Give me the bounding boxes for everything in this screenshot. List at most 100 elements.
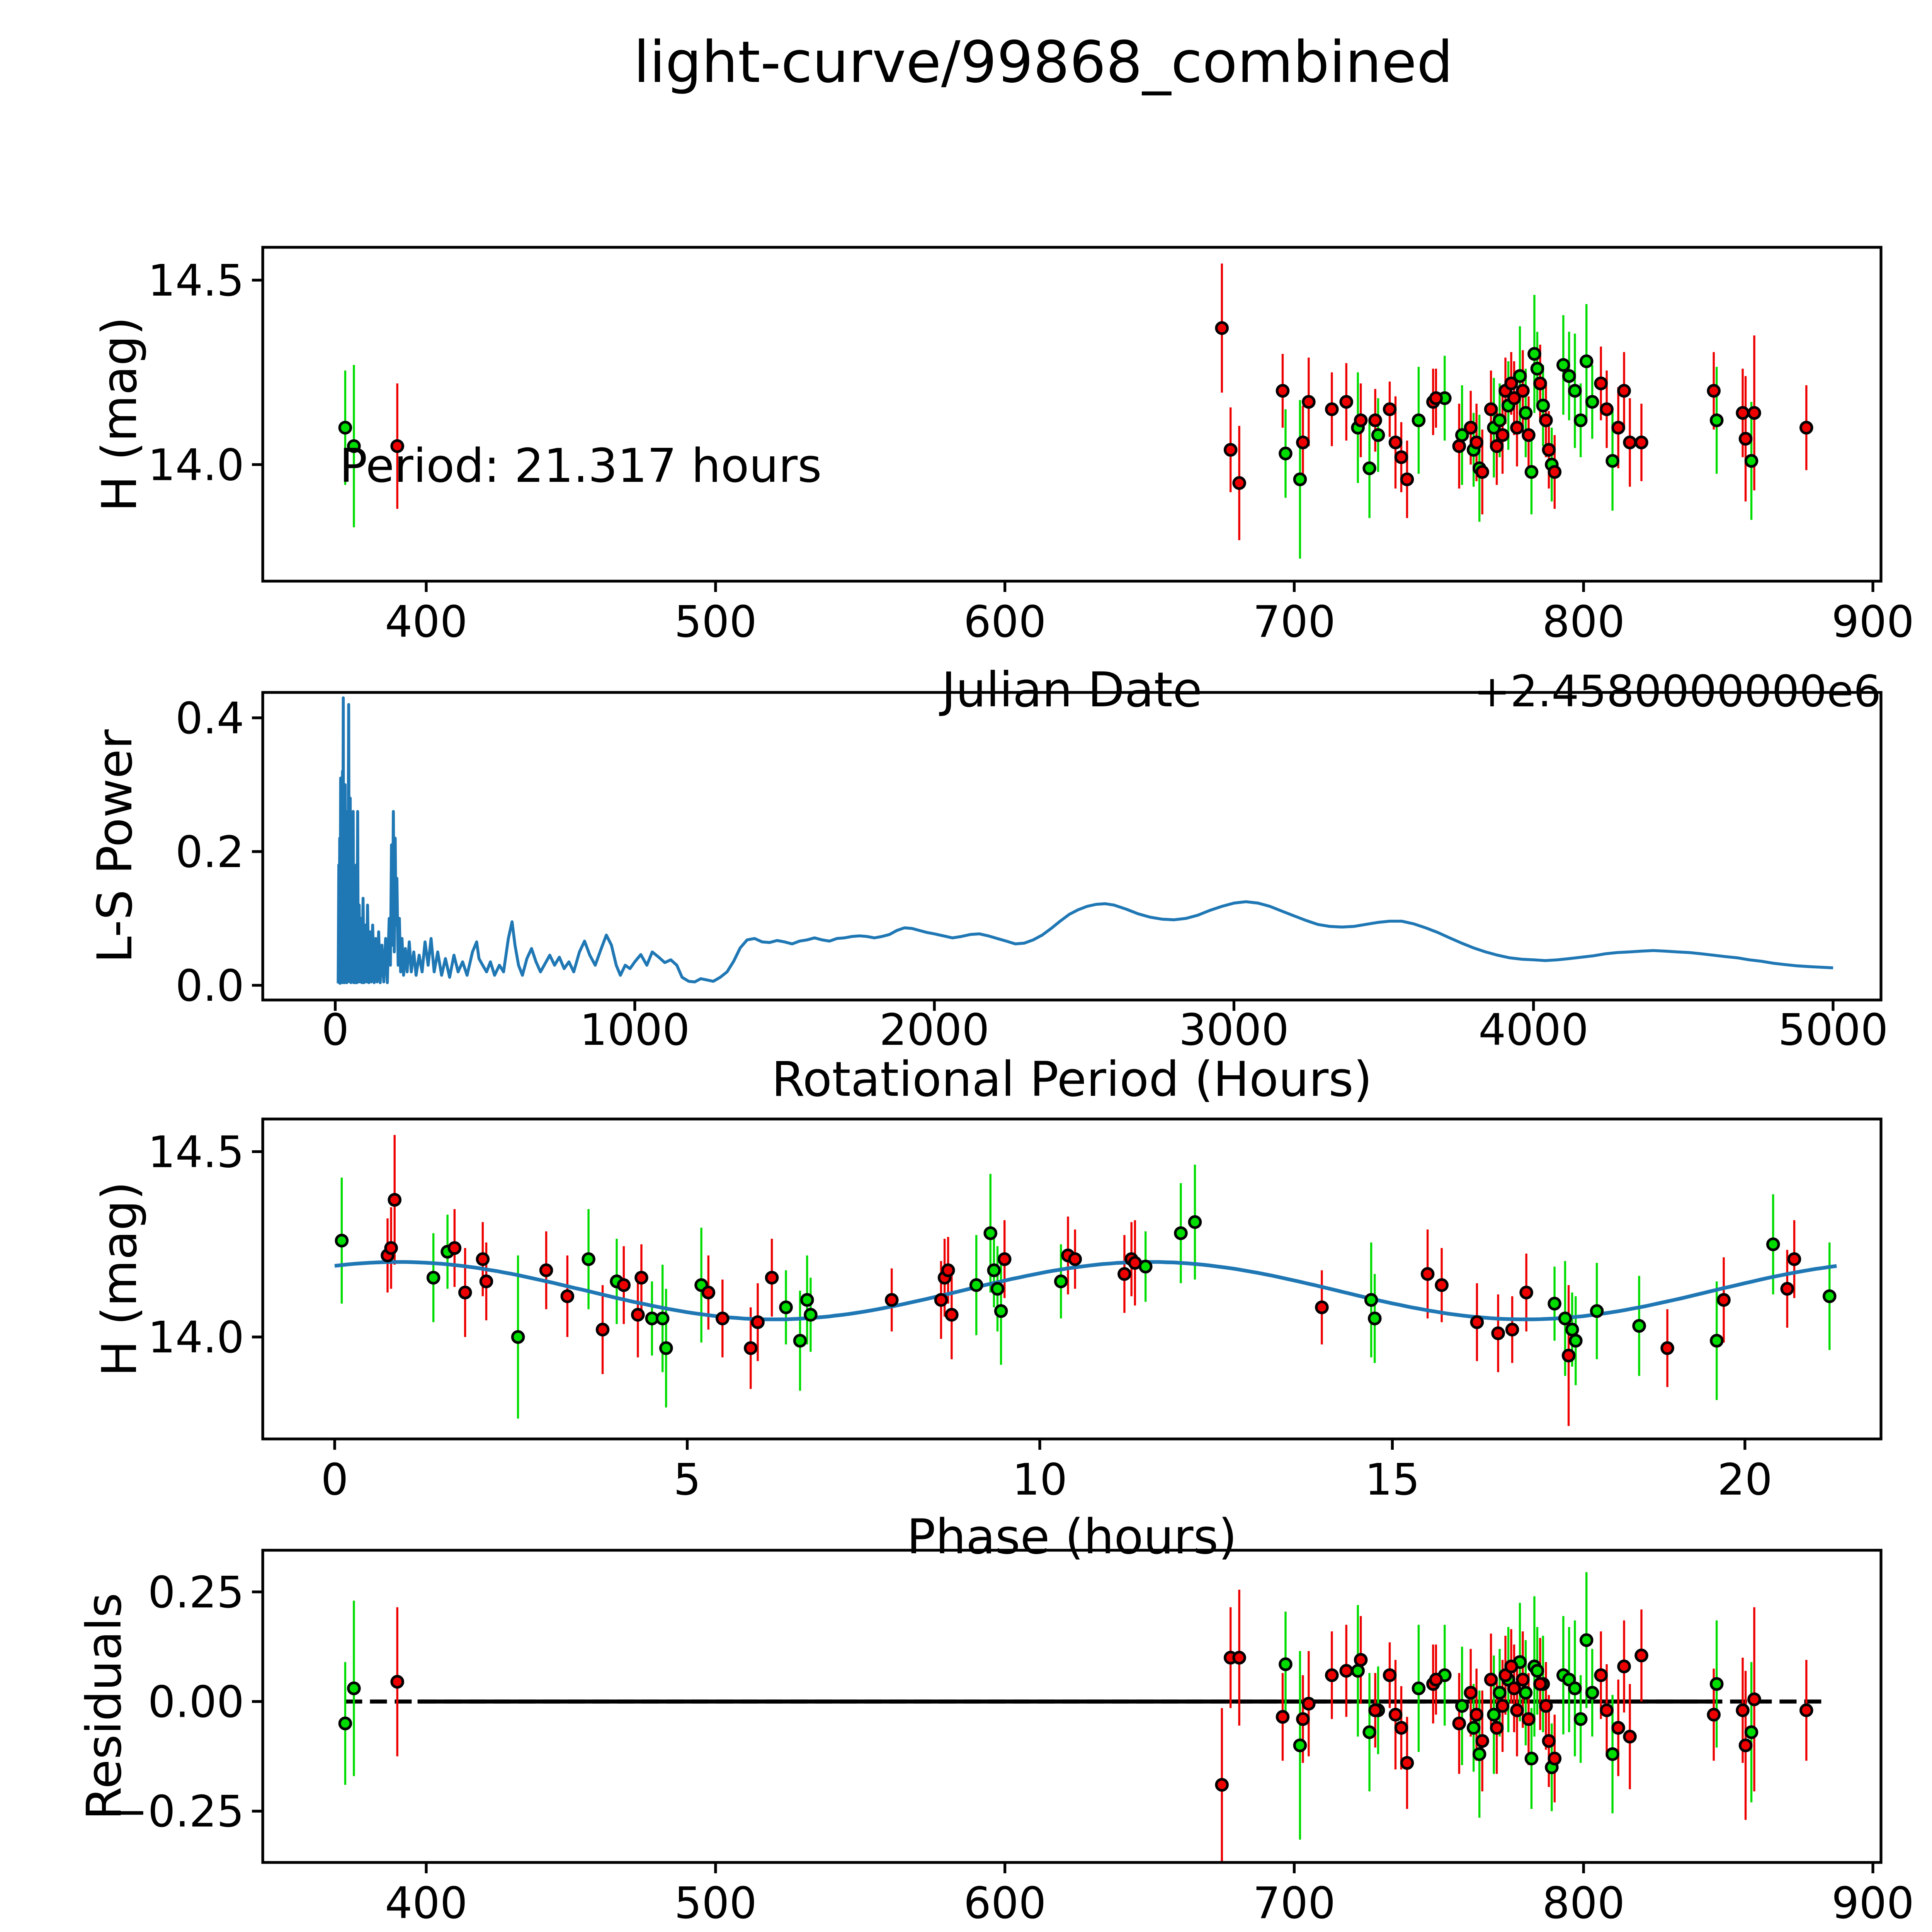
x-tick-label: 0 [321,1005,349,1055]
data-point-red [1634,1648,1648,1663]
data-point-green [1632,1319,1646,1333]
x-tick-label: 3000 [1179,1005,1289,1055]
data-point-green [659,1341,673,1355]
data-point-red [1522,1712,1536,1726]
data-point-green [1472,1747,1486,1761]
data-point-red [1475,1734,1489,1748]
fit-curve [334,1260,1837,1321]
data-point-green [1709,1677,1724,1691]
data-point-green [804,1308,818,1322]
data-point-red [1475,465,1489,479]
data-point-red [595,1323,610,1337]
data-point-red [1452,1716,1466,1731]
data-point-red [701,1286,716,1299]
data-point-red [1522,428,1536,442]
data-point-red [1223,443,1238,457]
data-point-green [1188,1215,1202,1229]
data-point-red [1799,1703,1813,1718]
data-point-green [1524,1752,1539,1765]
x-axis-label: Phase (hours) [906,1509,1237,1565]
data-point-red [1383,1668,1397,1682]
periodogram-curve [337,696,1833,985]
data-point-green [1455,1699,1469,1713]
plot-frame [261,1549,1883,1864]
y-axis-label: H (mag) [92,317,148,512]
data-point-red [941,1263,955,1277]
data-point-red [1539,1699,1553,1713]
data-point-green [582,1252,595,1266]
x-tick-label: 400 [385,597,468,647]
data-point-green [1466,1721,1481,1735]
data-point-green [1573,1712,1588,1726]
data-point-red [1600,402,1614,416]
x-tick-label: 2000 [879,1005,990,1055]
data-point-red [1504,376,1518,391]
data-point-green [1174,1226,1188,1240]
data-point-green [1573,413,1588,427]
x-tick-label: 5000 [1778,1005,1888,1055]
data-point-red [390,439,404,453]
data-point-red [1623,435,1637,449]
data-point-green [994,1304,1008,1318]
data-point-green [1371,428,1385,442]
data-point-green [1562,369,1576,383]
data-point-green [1568,1681,1582,1696]
data-point-green [347,1681,361,1696]
y-axis-label: Residuals [77,1593,132,1820]
data-point-red [1747,406,1761,420]
data-point-red [1354,413,1368,427]
data-point-red [1594,376,1608,391]
data-point-green [1412,413,1426,427]
data-point-red [1394,450,1408,464]
data-point-green [1279,446,1293,461]
data-point-red [1354,1653,1368,1667]
plot-frame [261,691,1883,1002]
data-point-red [1429,391,1443,405]
dataset-green-errorbars [344,295,1753,559]
x-tick-label: 15 [1365,1455,1420,1505]
data-point-red [1542,443,1556,457]
data-point-red [634,1270,648,1285]
y-tick-label: 14.0 [148,1313,244,1363]
data-point-green [1579,1633,1594,1647]
data-point-red [476,1252,490,1266]
data-point-red [1736,1703,1750,1718]
data-point-red [1533,1677,1547,1691]
data-point-red [1747,1692,1761,1706]
data-point-green [1054,1274,1068,1289]
data-point-green [1493,413,1507,427]
dataset-red-markers [390,1648,1813,1792]
data-point-red [1519,1286,1533,1299]
data-point-green [1579,354,1594,368]
data-point-green [800,1293,814,1307]
data-point-red [1117,1267,1131,1281]
data-point-red [1394,1721,1408,1735]
data-point-green [1530,362,1544,376]
data-point-red [1215,1778,1229,1792]
data-point-red [1429,1672,1443,1687]
x-tick-label: 800 [1542,597,1625,647]
data-point-red [1490,439,1504,453]
data-point-red [1510,1703,1524,1718]
data-point-red [751,1315,765,1329]
data-point-red [1296,1712,1310,1726]
x-tick-label: 600 [964,597,1046,647]
data-point-green [1590,1304,1604,1318]
subplot-jd-magnitude: 400 500 600 700 800 900 14.0 14.5 Julian Date H (… [92,246,1914,718]
data-point-red [1484,402,1498,416]
data-point-red [479,1274,493,1289]
data-point-red [1780,1282,1794,1296]
data-point-red [1617,384,1631,398]
data-point-red [1542,1734,1556,1748]
data-point-green [1709,413,1724,427]
data-point-red [1276,384,1290,398]
plot-frame [261,1117,1883,1440]
data-point-red [1548,1752,1562,1765]
data-point-red [1339,395,1354,409]
data-point-red [1495,428,1510,442]
x-tick-label: 900 [1832,597,1914,647]
y-tick-label: 0.0 [175,961,244,1011]
data-point-green [969,1278,983,1292]
data-point-red [1738,432,1753,446]
